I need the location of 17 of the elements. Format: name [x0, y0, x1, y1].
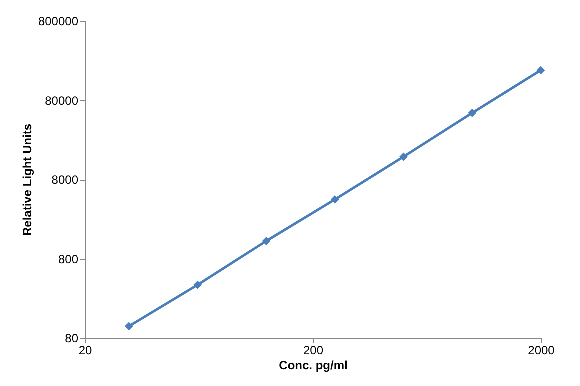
- x-axis-title: Conc. pg/ml: [279, 358, 348, 372]
- point: [536, 66, 546, 75]
- point: [468, 108, 477, 118]
- x-tick-label: 2000: [528, 344, 556, 358]
- point: [330, 196, 340, 204]
- x-tick-label: 20: [78, 344, 92, 358]
- y-tick-label: 800000: [38, 14, 79, 28]
- point: [125, 322, 134, 331]
- point: [400, 152, 408, 162]
- y-axis-title: Relative Light Units: [20, 124, 34, 236]
- y-tick-label: 80: [65, 332, 79, 346]
- x-tick-label: 200: [303, 344, 324, 358]
- point: [262, 237, 271, 246]
- point: [194, 280, 202, 290]
- y-tick-label: 80000: [45, 94, 79, 108]
- y-tick-label: 8000: [52, 173, 79, 187]
- y-tick-label: 800: [58, 252, 79, 266]
